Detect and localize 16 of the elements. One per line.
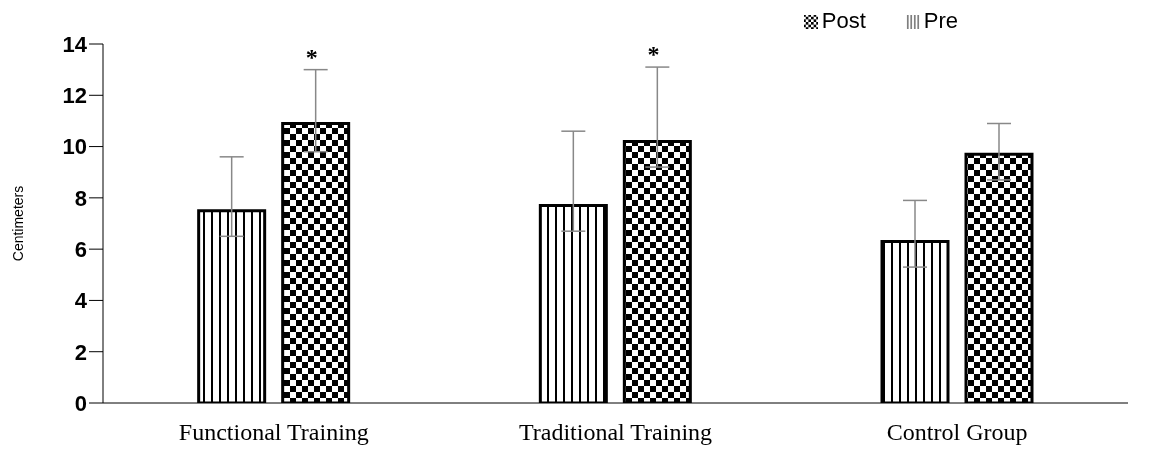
y-tick-label: 14 xyxy=(62,31,88,57)
y-tick-label: 2 xyxy=(74,339,87,365)
annotation: * xyxy=(305,43,318,70)
y-tick-label: 10 xyxy=(62,134,87,160)
annotation: * xyxy=(647,41,660,68)
legend-label: Pre xyxy=(923,8,958,33)
y-tick-label: 12 xyxy=(62,83,87,109)
y-tick-label: 0 xyxy=(74,390,87,416)
x-tick-label: Functional Training xyxy=(178,419,369,446)
y-tick-label: 4 xyxy=(74,288,88,314)
x-tick-label: Control Group xyxy=(886,419,1028,446)
legend-label: Post xyxy=(821,8,866,33)
y-tick-label: 8 xyxy=(74,185,87,211)
x-tick-label: Traditional Training xyxy=(518,419,713,446)
y-axis-title: Centimeters xyxy=(9,185,26,262)
y-tick-label: 6 xyxy=(74,236,87,262)
